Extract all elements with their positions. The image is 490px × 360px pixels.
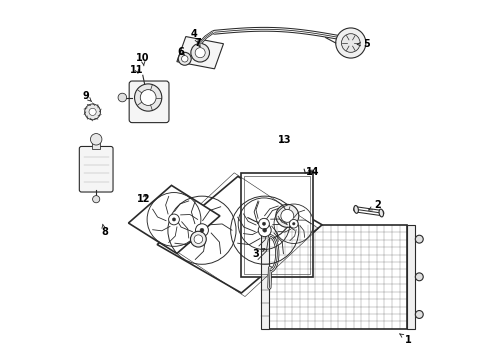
Circle shape [293, 222, 295, 225]
Bar [270, 225, 408, 329]
Circle shape [416, 235, 423, 243]
Circle shape [263, 228, 267, 232]
Circle shape [93, 195, 100, 203]
Circle shape [194, 235, 203, 243]
Circle shape [281, 210, 294, 222]
FancyBboxPatch shape [79, 147, 113, 192]
Circle shape [169, 214, 179, 225]
Text: 2: 2 [369, 200, 381, 210]
Text: 3: 3 [252, 248, 265, 258]
Text: 5: 5 [357, 39, 370, 49]
Circle shape [276, 204, 299, 227]
Circle shape [191, 43, 210, 62]
Circle shape [416, 273, 423, 281]
Bar [408, 225, 416, 329]
Text: 11: 11 [130, 64, 144, 75]
Bar [245, 176, 310, 274]
Circle shape [416, 311, 423, 319]
Text: 13: 13 [278, 135, 291, 145]
Text: 12: 12 [137, 194, 150, 204]
FancyBboxPatch shape [129, 81, 169, 123]
Circle shape [336, 28, 366, 58]
Text: 10: 10 [136, 53, 149, 66]
Circle shape [191, 231, 206, 247]
Circle shape [118, 93, 126, 102]
Polygon shape [128, 185, 220, 253]
Circle shape [181, 55, 188, 62]
Text: 14: 14 [306, 167, 320, 177]
Bar [242, 173, 313, 277]
Circle shape [195, 48, 205, 58]
Text: 7: 7 [195, 38, 201, 48]
Bar [92, 141, 100, 149]
Circle shape [259, 219, 270, 229]
Circle shape [135, 84, 162, 111]
Circle shape [172, 218, 175, 221]
Text: 6: 6 [178, 46, 185, 57]
Text: 9: 9 [82, 91, 92, 102]
Ellipse shape [354, 206, 358, 213]
Text: 1: 1 [400, 334, 412, 345]
Circle shape [262, 222, 266, 225]
Circle shape [196, 224, 208, 237]
Ellipse shape [379, 209, 384, 217]
Circle shape [178, 52, 191, 65]
Polygon shape [157, 176, 322, 293]
Bar [262, 225, 270, 329]
Circle shape [258, 224, 271, 237]
Circle shape [290, 220, 298, 228]
Circle shape [91, 134, 102, 145]
Circle shape [200, 228, 204, 232]
Circle shape [140, 90, 156, 105]
Text: 4: 4 [191, 29, 198, 43]
Text: 8: 8 [101, 224, 108, 237]
Circle shape [85, 104, 100, 120]
Circle shape [89, 108, 96, 116]
Circle shape [342, 34, 360, 52]
Polygon shape [177, 37, 223, 69]
